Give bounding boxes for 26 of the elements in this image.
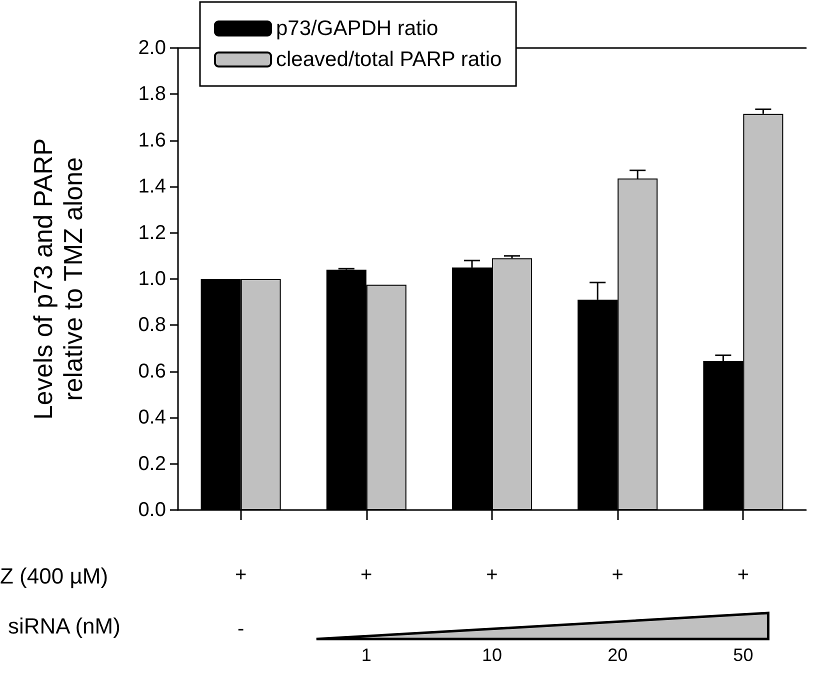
y-tick-label: 1.4 xyxy=(138,176,166,198)
text: siRNA (nM) xyxy=(8,614,120,638)
y-tick-label: 1.0 xyxy=(138,268,166,290)
y-tick-label: 0.4 xyxy=(138,406,166,429)
y-tick-label: 0.8 xyxy=(138,314,166,336)
text: 1 xyxy=(361,645,372,665)
y-axis-title: Levels of p73 and PARP relative to TMZ alone xyxy=(28,138,88,420)
y-tick-label: 2.0 xyxy=(138,37,166,59)
y-tick-label: 1.6 xyxy=(138,129,166,152)
legend-label: cleaved/total PARP ratio xyxy=(276,48,502,71)
x-tick-label: + xyxy=(486,564,498,586)
text: 50 xyxy=(733,645,754,665)
x-tick-label: + xyxy=(360,564,372,586)
y-tick-label: 1.2 xyxy=(138,222,166,244)
text: 10 xyxy=(482,645,502,665)
y-tick-label: 1.8 xyxy=(138,83,166,106)
text: - xyxy=(237,618,244,640)
y-tick-label: 0.0 xyxy=(138,499,166,521)
legend-label: p73/GAPDH ratio xyxy=(276,17,438,40)
x-tick-label: + xyxy=(234,564,247,586)
x-tick-label: + xyxy=(612,564,624,586)
text: 20 xyxy=(608,645,628,665)
x-tick-label: + xyxy=(737,564,750,586)
text: Z (400 µM) xyxy=(0,564,108,588)
y-tick-label: 0.2 xyxy=(138,452,166,475)
y-tick-label: 0.6 xyxy=(138,360,166,382)
